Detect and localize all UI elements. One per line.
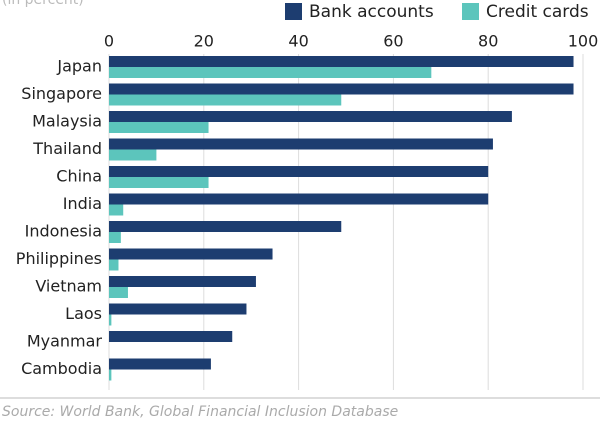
legend-swatch xyxy=(462,3,479,20)
legend-label: Bank accounts xyxy=(309,2,434,22)
bar xyxy=(109,221,342,232)
bar xyxy=(109,369,112,381)
bar xyxy=(109,177,209,188)
y-tick-label: Laos xyxy=(65,304,102,323)
y-tick-label: India xyxy=(63,194,102,213)
bar xyxy=(109,122,209,133)
y-tick-label: Singapore xyxy=(21,84,102,103)
bar xyxy=(109,138,493,150)
bar xyxy=(109,67,432,78)
y-tick-label: Indonesia xyxy=(25,222,102,241)
bar xyxy=(109,111,512,122)
bar xyxy=(109,56,574,67)
y-tick-label: Japan xyxy=(56,57,102,76)
bar xyxy=(109,204,124,216)
y-tick-label: Philippines xyxy=(16,249,102,268)
x-tick-label: 100 xyxy=(568,32,599,51)
bar xyxy=(109,314,112,326)
bar xyxy=(109,287,128,298)
bar xyxy=(109,232,121,243)
bar xyxy=(109,193,489,205)
y-tick-label: Thailand xyxy=(32,139,102,158)
bar xyxy=(109,166,489,177)
y-tick-label: Cambodia xyxy=(21,359,102,378)
bar xyxy=(109,248,273,260)
bar xyxy=(109,303,247,315)
bar xyxy=(109,331,233,342)
x-tick-label: 60 xyxy=(383,32,403,51)
x-tick-label: 0 xyxy=(104,32,114,51)
bar xyxy=(109,149,157,161)
bar xyxy=(109,259,119,271)
legend-swatch xyxy=(285,3,302,20)
bar xyxy=(109,276,256,287)
legend-label: Credit cards xyxy=(486,2,589,22)
bar xyxy=(109,83,574,95)
source: Source: World Bank, Global Financial Inc… xyxy=(2,404,398,420)
bar xyxy=(109,94,342,106)
y-tick-label: Malaysia xyxy=(32,112,102,131)
bar xyxy=(109,358,211,370)
y-tick-label: Vietnam xyxy=(35,277,102,296)
x-tick-label: 80 xyxy=(478,32,498,51)
y-tick-label: Myanmar xyxy=(27,332,103,351)
subtitle: (in percent) xyxy=(2,0,84,8)
x-tick-label: 20 xyxy=(194,32,214,51)
x-tick-label: 40 xyxy=(288,32,308,51)
y-tick-label: China xyxy=(56,167,102,186)
